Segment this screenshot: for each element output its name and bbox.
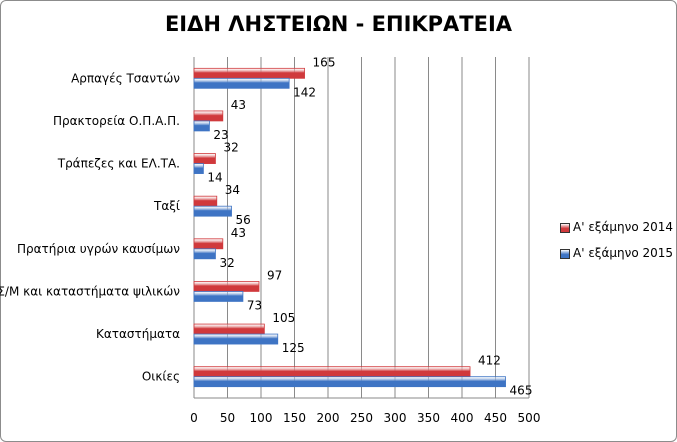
x-tick-label: 0	[190, 411, 198, 425]
bar	[193, 281, 260, 292]
bar	[193, 195, 218, 207]
legend-label: Α' εξάμηνο 2015	[573, 246, 674, 260]
category-label: Σ/Μ και καταστήματα ψιλικών	[0, 284, 180, 298]
bar	[193, 376, 506, 388]
category-label: Τράπεζες και ΕΛ.ΤΑ.	[57, 157, 180, 171]
data-label: 43	[231, 226, 246, 240]
x-tick-label: 450	[484, 411, 507, 425]
data-label: 97	[267, 268, 282, 282]
legend-label: Α' εξάμηνο 2014	[573, 220, 674, 234]
bar	[193, 323, 265, 335]
bar	[193, 248, 216, 260]
x-tick-label: 300	[384, 411, 407, 425]
data-label: 465	[510, 384, 533, 398]
bar	[193, 205, 232, 217]
x-tick-label: 350	[417, 411, 440, 425]
data-label: 56	[236, 213, 251, 227]
bar	[193, 366, 471, 378]
bar	[193, 67, 305, 79]
data-label: 43	[231, 98, 246, 112]
bar	[193, 291, 244, 302]
data-label: 73	[247, 298, 262, 312]
data-label: 14	[207, 171, 222, 185]
x-tick-label: 400	[451, 411, 474, 425]
bar	[193, 120, 210, 132]
data-label: 412	[478, 354, 501, 368]
category-label: Αρπαγές Τσαντών	[71, 71, 180, 85]
bar	[193, 77, 290, 89]
bar	[193, 153, 216, 164]
bar	[193, 110, 224, 122]
data-label: 34	[225, 183, 240, 197]
x-tick-label: 50	[220, 411, 235, 425]
x-tick-label: 150	[283, 411, 306, 425]
data-label: 23	[213, 128, 228, 142]
data-label: 142	[293, 85, 316, 99]
x-tick-label: 250	[350, 411, 373, 425]
chart-title: ΕΙΔΗ ΛΗΣΤΕΙΩΝ - ΕΠΙΚΡΑΤΕΙΑ	[164, 12, 513, 36]
data-label: 125	[282, 341, 305, 355]
bar	[193, 163, 204, 174]
data-label: 32	[223, 141, 238, 155]
legend-swatch	[560, 223, 570, 233]
category-label: Οικίες	[142, 370, 180, 384]
category-label: Πρακτορεία Ο.Π.Α.Π.	[53, 114, 180, 128]
data-label: 32	[219, 256, 234, 270]
category-label: Ταξί	[153, 199, 180, 213]
category-label: Καταστήματα	[96, 327, 180, 341]
x-tick-label: 100	[250, 411, 273, 425]
legend-swatch	[560, 249, 570, 259]
x-tick-label: 200	[317, 411, 340, 425]
bar	[193, 333, 279, 345]
category-label: Πρατήρια υγρών καυσίμων	[17, 242, 180, 256]
bar	[193, 238, 224, 250]
data-label: 105	[272, 311, 295, 325]
x-tick-label: 500	[518, 411, 541, 425]
data-label: 165	[313, 55, 336, 69]
